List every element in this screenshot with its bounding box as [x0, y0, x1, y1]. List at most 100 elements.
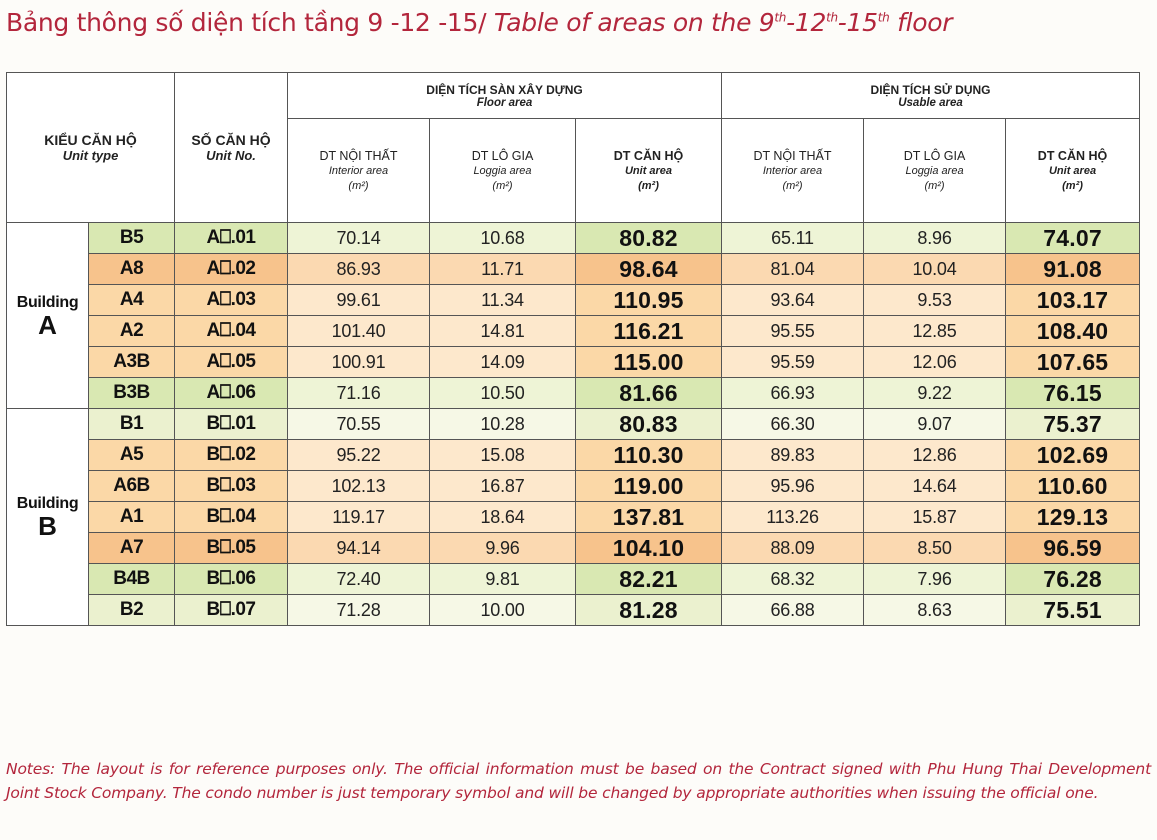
usable-loggia-cell: 9.53 — [863, 284, 1007, 316]
floor-loggia-cell: 14.81 — [429, 315, 576, 347]
title-sup-2: th — [826, 10, 838, 25]
table-row: A6B B⎕.03 102.13 16.87 119.00 95.96 14.64 110.6… — [7, 470, 1141, 502]
usable-interior-cell: 66.93 — [721, 377, 865, 409]
usable-unit-area-cell: 129.13 — [1005, 501, 1141, 533]
usable-interior-cell: 66.30 — [721, 408, 865, 440]
header-loggia-en: Loggia area — [473, 165, 532, 177]
usable-unit-area-cell: 76.15 — [1005, 377, 1141, 409]
unit-no-cell: B⎕.01 — [174, 408, 288, 440]
usable-interior-cell: 81.04 — [721, 253, 865, 285]
header-unit-area-en: Unit area — [1048, 165, 1097, 177]
title-vi: Bảng thông số diện tích tầng 9 -12 -15/ — [6, 8, 487, 37]
table-row: A7 B⎕.05 94.14 9.96 104.10 88.09 8.50 96.59 — [7, 532, 1141, 564]
floor-interior-cell: 99.61 — [287, 284, 430, 316]
building-letter: B — [38, 511, 57, 541]
usable-loggia-cell: 9.07 — [863, 408, 1007, 440]
unit-type-cell: A3B — [88, 346, 175, 378]
floor-loggia-cell: 14.09 — [429, 346, 576, 378]
table-row: Building A B5 A⎕.01 70.14 10.68 80.82 65.11 8.96… — [6, 222, 1141, 409]
notes-text: Notes: The layout is for reference purpo… — [6, 760, 1151, 802]
header-floor-interior: DT NỘI THẤT Interior area (m²) — [287, 118, 430, 223]
header-loggia-en: Loggia area — [905, 165, 964, 177]
table-row: A4 A⎕.03 99.61 11.34 110.95 93.64 9.53 103.17 — [7, 284, 1141, 316]
header-unit-area-vi: DT CĂN HỘ — [613, 149, 684, 163]
usable-unit-area-cell: 108.40 — [1005, 315, 1141, 347]
usable-interior-cell: 88.09 — [721, 532, 865, 564]
header-unit-no-vi: SỐ CĂN HỘ — [191, 132, 271, 148]
header-usable-area-vi: DIỆN TÍCH SỬ DỤNG — [870, 82, 991, 97]
floor-unit-area-cell: 110.30 — [574, 439, 723, 471]
table-row: A2 A⎕.04 101.40 14.81 116.21 95.55 12.85 108.40 — [7, 315, 1141, 347]
title-sup-1: th — [774, 10, 787, 25]
table-row: B3B A⎕.06 71.16 10.50 81.66 66.93 9.22 76.15 — [7, 377, 1141, 409]
table-row: B4B B⎕.06 72.40 9.81 82.21 68.32 7.96 76.28 — [7, 563, 1141, 595]
unit-type-cell: A5 — [88, 439, 175, 471]
usable-interior-cell: 95.96 — [721, 470, 865, 502]
floor-unit-area-cell: 81.28 — [574, 594, 723, 626]
building-word: Building — [16, 293, 79, 311]
usable-unit-area-cell: 102.69 — [1005, 439, 1141, 471]
header-unit-m2: (m²) — [492, 180, 513, 192]
floor-interior-cell: 70.14 — [287, 222, 430, 254]
floor-interior-cell: 71.16 — [287, 377, 430, 409]
header-floor-area: DIỆN TÍCH SÀN XÂY DỰNG Floor area — [286, 72, 723, 119]
unit-no-cell: A⎕.06 — [174, 377, 288, 409]
floor-interior-cell: 71.28 — [287, 594, 430, 626]
header-interior-vi: DT NỘI THẤT — [753, 149, 832, 163]
floor-loggia-cell: 16.87 — [429, 470, 576, 502]
floor-loggia-cell: 10.68 — [429, 222, 576, 254]
floor-interior-cell: 72.40 — [287, 563, 430, 595]
header-interior-vi: DT NỘI THẤT — [319, 149, 398, 163]
usable-unit-area-cell: 76.28 — [1005, 563, 1141, 595]
unit-type-cell: A7 — [88, 532, 175, 564]
floor-loggia-cell: 9.96 — [429, 532, 576, 564]
floor-loggia-cell: 11.71 — [429, 253, 576, 285]
header-unit-no: SỐ CĂN HỘ Unit No. — [174, 72, 288, 223]
header-unit-area-en: Unit area — [624, 165, 673, 177]
floor-unit-area-cell: 137.81 — [574, 501, 723, 533]
usable-loggia-cell: 12.06 — [863, 346, 1007, 378]
unit-type-cell: A6B — [88, 470, 175, 502]
table-body: Building A B5 A⎕.01 70.14 10.68 80.82 65.11 8.96… — [6, 222, 1141, 626]
header-floor-loggia: DT LÔ GIA Loggia area (m²) — [429, 118, 576, 223]
usable-interior-cell: 89.83 — [721, 439, 865, 471]
title-en-prefix: Table of areas on the 9 — [493, 8, 775, 37]
header-unit-m2: (m²) — [782, 180, 803, 192]
header-loggia-vi: DT LÔ GIA — [903, 149, 966, 163]
usable-unit-area-cell: 74.07 — [1005, 222, 1141, 254]
unit-no-cell: A⎕.05 — [174, 346, 288, 378]
building-letter: A — [38, 309, 57, 340]
unit-no-cell: A⎕.03 — [174, 284, 288, 316]
floor-loggia-cell: 10.28 — [429, 408, 576, 440]
usable-interior-cell: 95.55 — [721, 315, 865, 347]
building-label: Building A — [6, 222, 89, 409]
header-interior-en: Interior area — [328, 165, 389, 177]
header-unit-m2: (m²) — [348, 180, 369, 192]
header-unit-m2: (m²) — [924, 180, 945, 192]
unit-type-cell: B3B — [88, 377, 175, 409]
header-usable-interior: DT NỘI THẤT Interior area (m²) — [721, 118, 865, 223]
table-row: B2 B⎕.07 71.28 10.00 81.28 66.88 8.63 75.51 — [7, 594, 1141, 626]
usable-loggia-cell: 9.22 — [863, 377, 1007, 409]
unit-type-cell: B1 — [88, 408, 175, 440]
unit-type-cell: B5 — [88, 222, 175, 254]
unit-type-cell: B2 — [88, 594, 175, 626]
unit-type-cell: B4B — [88, 563, 175, 595]
floor-interior-cell: 119.17 — [287, 501, 430, 533]
header-interior-en: Interior area — [762, 165, 823, 177]
header-unit-m2: (m²) — [638, 180, 659, 192]
floor-interior-cell: 95.22 — [287, 439, 430, 471]
unit-no-cell: B⎕.02 — [174, 439, 288, 471]
floor-loggia-cell: 18.64 — [429, 501, 576, 533]
floor-loggia-cell: 11.34 — [429, 284, 576, 316]
header-usable-area-en: Usable area — [898, 96, 963, 109]
floor-loggia-cell: 10.50 — [429, 377, 576, 409]
floor-interior-cell: 100.91 — [287, 346, 430, 378]
unit-type-cell: A8 — [88, 253, 175, 285]
header-unit-type-en: Unit type — [62, 148, 119, 163]
usable-interior-cell: 65.11 — [721, 222, 865, 254]
usable-interior-cell: 95.59 — [721, 346, 865, 378]
unit-no-cell: A⎕.02 — [174, 253, 288, 285]
unit-no-cell: B⎕.03 — [174, 470, 288, 502]
usable-interior-cell: 113.26 — [721, 501, 865, 533]
